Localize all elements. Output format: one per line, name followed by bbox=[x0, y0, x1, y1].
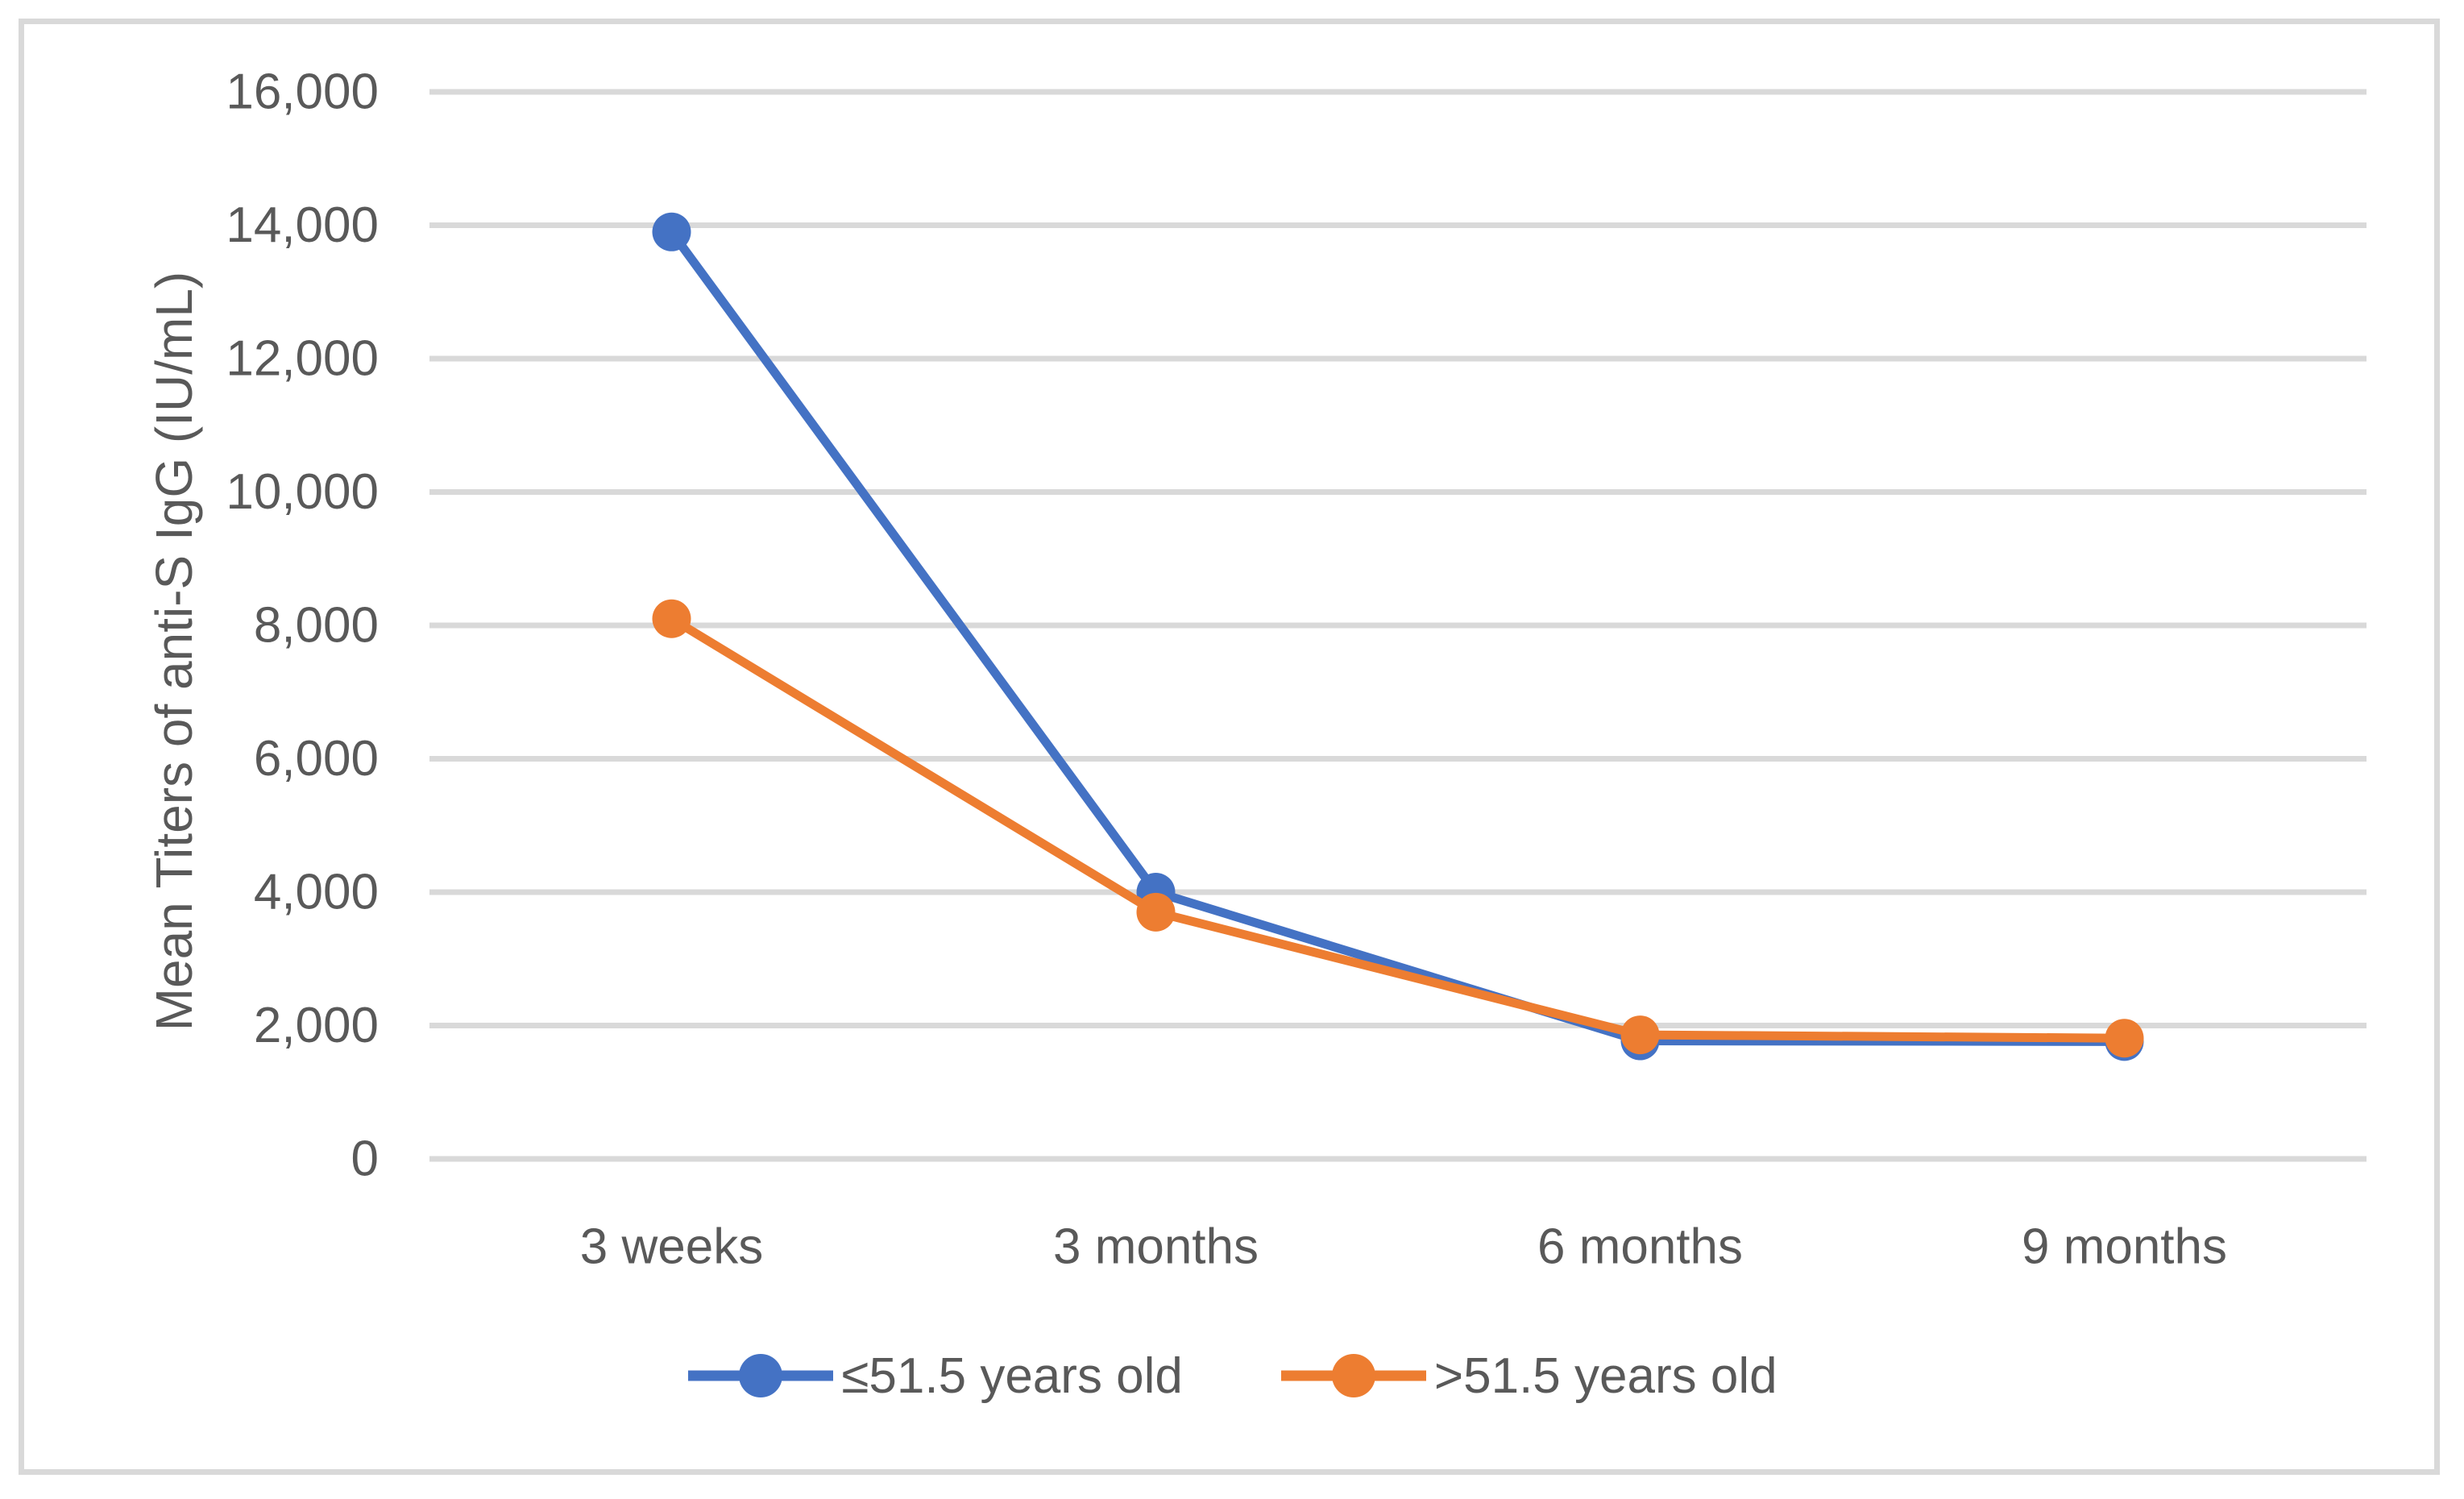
y-tick-label: 8,000 bbox=[254, 598, 379, 654]
x-tick-label: 6 months bbox=[1537, 1219, 1743, 1275]
data-point-marker bbox=[652, 599, 691, 638]
data-point-marker bbox=[2105, 1019, 2144, 1058]
x-tick-label: 9 months bbox=[2022, 1219, 2227, 1275]
legend-item-le-51: ≤51.5 years old bbox=[687, 1347, 1183, 1405]
data-point-marker bbox=[1136, 892, 1176, 932]
legend-label-le-51: ≤51.5 years old bbox=[841, 1347, 1183, 1404]
y-tick-label: 4,000 bbox=[254, 865, 379, 920]
chart-area-border bbox=[19, 19, 2440, 1475]
y-tick-label: 2,000 bbox=[254, 998, 379, 1053]
y-axis-title: Mean Titers of anti-S IgG (IU/mL) bbox=[145, 271, 203, 1032]
y-tick-label: 0 bbox=[351, 1132, 379, 1187]
series-line-0 bbox=[667, 227, 2129, 1046]
y-tick-label: 6,000 bbox=[254, 731, 379, 787]
x-tick-label: 3 months bbox=[1053, 1219, 1259, 1275]
y-tick-label: 12,000 bbox=[226, 331, 379, 387]
legend-label-gt-51: >51.5 years old bbox=[1433, 1347, 1777, 1404]
y-tick-label: 10,000 bbox=[226, 464, 379, 520]
legend-item-gt-51: >51.5 years old bbox=[1280, 1347, 1777, 1405]
series-line-1 bbox=[667, 614, 2129, 1043]
legend: ≤51.5 years old >51.5 years old bbox=[0, 1339, 2464, 1412]
y-tick-label: 14,000 bbox=[226, 197, 379, 253]
y-tick-label: 16,000 bbox=[226, 64, 379, 120]
legend-marker-le-51-icon bbox=[688, 1354, 834, 1397]
legend-marker-gt-51-icon bbox=[1280, 1354, 1426, 1397]
x-tick-label: 3 weeks bbox=[580, 1219, 763, 1275]
data-point-marker bbox=[652, 212, 691, 251]
data-point-marker bbox=[1620, 1015, 1660, 1055]
